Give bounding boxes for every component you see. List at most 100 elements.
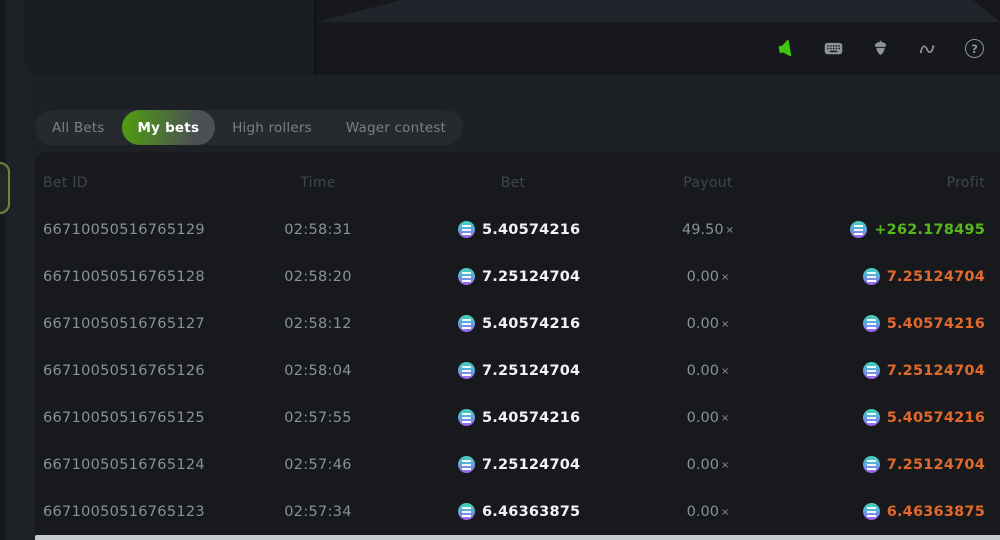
bet-value: 6.46363875 — [482, 503, 581, 520]
header-time: Time — [300, 175, 336, 191]
table-row[interactable]: 66710050516765123 02:57:34 6.46363875 0.… — [43, 488, 985, 535]
bet-id: 66710050516765126 — [43, 362, 205, 379]
bet-payout: 0.00 × — [618, 363, 798, 379]
live-stats-icon[interactable] — [917, 38, 938, 59]
bet-value: 7.25124704 — [482, 268, 581, 285]
profit-value: +262.178495 — [874, 221, 985, 238]
profit-value: 5.40574216 — [886, 315, 985, 332]
table-row[interactable]: 66710050516765124 02:57:46 7.25124704 0.… — [43, 441, 985, 488]
coin-bars — [462, 506, 471, 517]
bet-profit: 7.25124704 — [798, 456, 985, 473]
sol-coin-icon — [862, 362, 880, 379]
bet-profit: 7.25124704 — [798, 268, 985, 285]
profit-value: 6.46363875 — [886, 503, 985, 520]
profit-value: 5.40574216 — [886, 409, 985, 426]
payout-value: 0.00 — [686, 362, 719, 379]
game-toolbar — [776, 38, 985, 59]
payout-value: 49.50 — [682, 221, 724, 238]
bet-profit: 5.40574216 — [798, 315, 985, 332]
bet-payout: 0.00 × — [618, 410, 798, 426]
multiplier-suffix: × — [720, 412, 730, 424]
bet-value: 7.25124704 — [482, 362, 581, 379]
sol-coin-icon — [458, 409, 475, 426]
table-header: Bet ID Time Bet Payout Profit — [43, 160, 985, 206]
sidebar-partial-button[interactable] — [0, 162, 10, 214]
bet-time: 02:58:04 — [284, 362, 352, 379]
sol-coin-icon — [862, 315, 880, 332]
bottom-panel-edge — [35, 535, 1000, 540]
multiplier-suffix: × — [725, 224, 734, 236]
bet-payout: 49.50 × — [618, 222, 798, 238]
bets-table-body: 66710050516765129 02:58:31 5.40574216 49… — [43, 206, 985, 535]
bet-time: 02:57:55 — [284, 409, 352, 426]
bets-tabs: All Bets My bets High rollers Wager cont… — [35, 110, 464, 145]
bet-amount: 5.40574216 — [408, 409, 618, 426]
multiplier-suffix: × — [720, 506, 730, 518]
payout-value: 0.00 — [686, 503, 719, 520]
bet-time: 02:58:31 — [284, 221, 352, 238]
coin-bars — [866, 318, 876, 329]
bet-value: 5.40574216 — [482, 221, 581, 238]
bet-amount: 5.40574216 — [408, 221, 618, 238]
sol-coin-icon — [862, 409, 880, 426]
bet-amount: 5.40574216 — [408, 315, 618, 332]
payout-value: 0.00 — [686, 456, 719, 473]
bet-profit: 6.46363875 — [798, 503, 985, 520]
coin-bars — [866, 506, 876, 517]
header-bet-id: Bet ID — [43, 175, 88, 191]
coin-bars — [462, 459, 471, 470]
coin-bars — [866, 365, 876, 376]
bet-amount: 7.25124704 — [408, 268, 618, 285]
help-icon[interactable] — [964, 38, 985, 59]
bet-id: 66710050516765123 — [43, 503, 205, 520]
table-row[interactable]: 66710050516765127 02:58:12 5.40574216 0.… — [43, 300, 985, 347]
bet-id: 66710050516765125 — [43, 409, 205, 426]
multiplier-suffix: × — [720, 318, 730, 330]
sol-coin-icon — [862, 268, 880, 285]
bet-payout: 0.00 × — [618, 504, 798, 520]
multiplier-suffix: × — [720, 459, 730, 471]
multiplier-suffix: × — [720, 271, 730, 283]
coin-bars — [462, 412, 471, 423]
payout-value: 0.00 — [686, 409, 719, 426]
profit-value: 7.25124704 — [886, 456, 985, 473]
keyboard-icon[interactable] — [823, 38, 844, 59]
sol-coin-icon — [862, 503, 880, 520]
header-profit: Profit — [946, 175, 985, 191]
bets-table: Bet ID Time Bet Payout Profit 6671005051… — [35, 152, 1000, 535]
table-row[interactable]: 66710050516765129 02:58:31 5.40574216 49… — [43, 206, 985, 253]
tab-high-rollers[interactable]: High rollers — [232, 119, 312, 136]
question-mark-glyph — [965, 39, 984, 58]
left-sidebar-edge — [0, 0, 25, 540]
bet-value: 5.40574216 — [482, 315, 581, 332]
table-row[interactable]: 66710050516765126 02:58:04 7.25124704 0.… — [43, 347, 985, 394]
acorn-icon[interactable] — [870, 38, 891, 59]
sol-coin-icon — [458, 362, 475, 379]
coin-bars — [462, 365, 471, 376]
bet-amount: 7.25124704 — [408, 362, 618, 379]
header-payout: Payout — [683, 175, 733, 191]
bet-profit: 5.40574216 — [798, 409, 985, 426]
table-row[interactable]: 66710050516765125 02:57:55 5.40574216 0.… — [43, 394, 985, 441]
bet-payout: 0.00 × — [618, 269, 798, 285]
bet-id: 66710050516765127 — [43, 315, 205, 332]
bet-payout: 0.00 × — [618, 316, 798, 332]
sound-on-icon[interactable] — [776, 38, 797, 59]
bet-amount: 7.25124704 — [408, 456, 618, 473]
profit-value: 7.25124704 — [886, 268, 985, 285]
tab-all-bets[interactable]: All Bets — [52, 119, 105, 136]
coin-bars — [462, 271, 471, 282]
game-area — [316, 0, 1000, 75]
sol-coin-icon — [458, 456, 475, 473]
sol-coin-icon — [458, 268, 475, 285]
table-row[interactable]: 66710050516765128 02:58:20 7.25124704 0.… — [43, 253, 985, 300]
bet-payout: 0.00 × — [618, 457, 798, 473]
multiplier-suffix: × — [720, 365, 730, 377]
tab-my-bets[interactable]: My bets — [121, 110, 216, 145]
tab-wager-contest[interactable]: Wager contest — [345, 119, 447, 136]
bet-profit: 7.25124704 — [798, 362, 985, 379]
coin-bars — [462, 318, 471, 329]
bet-panel-bottom — [25, 0, 314, 75]
payout-value: 0.00 — [686, 268, 719, 285]
